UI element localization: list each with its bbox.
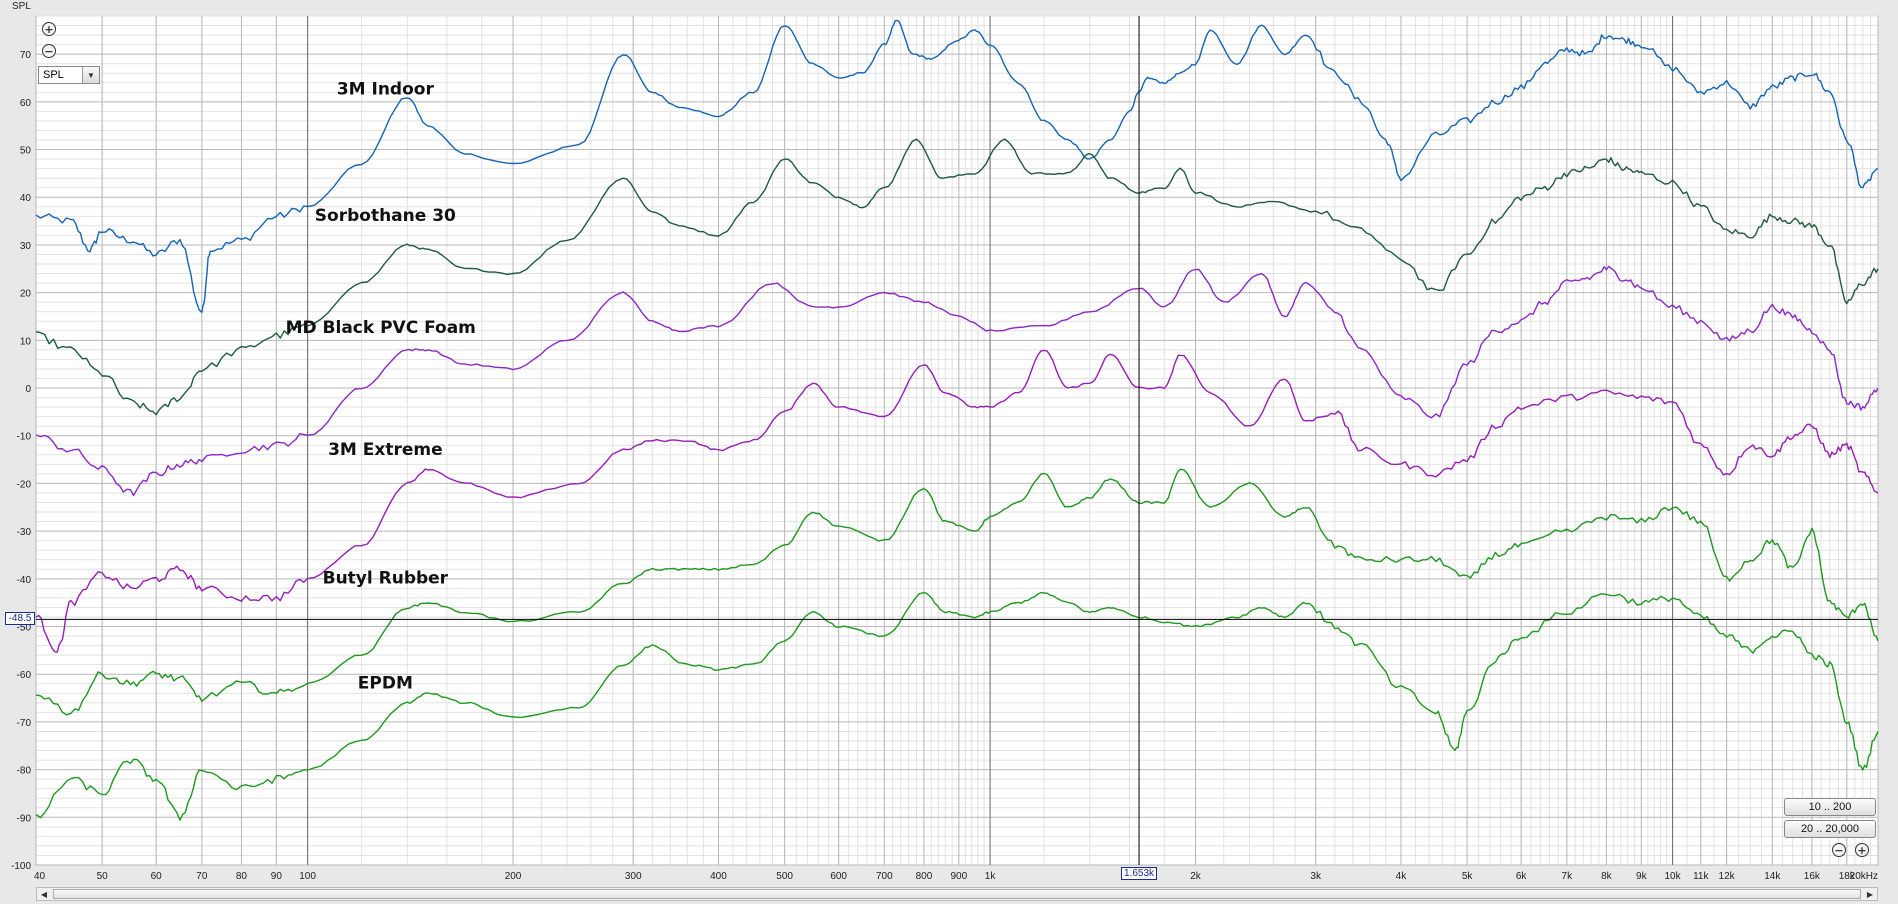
y-tick-label: 40 xyxy=(20,193,32,204)
grid-major xyxy=(35,16,1879,866)
y-axis-ticks: 70 60 50 40 30 20 10 0 -10 -20 -30 -40 -50 -60 -70 -80 -… xyxy=(11,50,31,872)
x-tick-label: 9k xyxy=(1636,871,1648,882)
y-tick-label: 70 xyxy=(20,50,32,61)
x-tick-label: 60 xyxy=(151,871,163,882)
x-tick-label: 500 xyxy=(776,871,793,882)
measure-select[interactable]: SPL ▼ xyxy=(38,66,100,84)
range-20-20000-button[interactable]: 20 .. 20,000 xyxy=(1784,820,1876,838)
x-tick-label: 6k xyxy=(1516,871,1528,882)
horizontal-zoom-in-icon[interactable]: + xyxy=(1855,843,1869,857)
horizontal-scrollbar[interactable]: ◀ ▶ xyxy=(36,887,1878,901)
x-tick-label: 400 xyxy=(710,871,727,882)
y-tick-label: -90 xyxy=(17,813,32,824)
x-tick-label: 600 xyxy=(830,871,847,882)
measure-select-value: SPL xyxy=(43,69,64,81)
y-tick-label: -10 xyxy=(17,432,32,443)
cursor-spl-readout: -48.5 xyxy=(5,612,35,626)
zoom-out-icon[interactable]: − xyxy=(42,44,56,58)
x-tick-label: 800 xyxy=(916,871,933,882)
series-line-2 xyxy=(35,265,1879,497)
x-tick-label: 80 xyxy=(236,871,248,882)
scroll-right-icon[interactable]: ▶ xyxy=(1866,889,1874,899)
x-tick-label: 2k xyxy=(1190,871,1202,882)
y-tick-label: 0 xyxy=(25,384,31,395)
series-label-4: Butyl Rubber xyxy=(323,569,449,589)
y-tick-label: -20 xyxy=(17,479,32,490)
x-tick-label: 3k xyxy=(1310,871,1322,882)
y-tick-label: -80 xyxy=(17,766,32,777)
x-tick-label: 1k xyxy=(985,871,997,882)
plot-background xyxy=(35,15,1879,866)
x-tick-label: 700 xyxy=(876,871,893,882)
x-tick-label: 100 xyxy=(299,871,316,882)
series-lines xyxy=(35,19,1879,821)
y-tick-label: 30 xyxy=(20,241,32,252)
scroll-left-icon[interactable]: ◀ xyxy=(40,889,48,899)
x-tick-label: 50 xyxy=(97,871,109,882)
y-tick-label: 60 xyxy=(20,98,32,109)
series-line-3 xyxy=(35,349,1879,653)
x-tick-label: 14k xyxy=(1764,871,1781,882)
scrollbar-thumb[interactable] xyxy=(53,889,1861,899)
x-tick-label: 16k xyxy=(1804,871,1821,882)
x-tick-label: 20kHz xyxy=(1850,871,1878,882)
y-tick-label: -70 xyxy=(17,718,32,729)
chevron-down-icon[interactable]: ▼ xyxy=(82,67,99,83)
x-axis-ticks: 40 50 60 70 80 90 100 200 300 400 500 600 700 800 900 1… xyxy=(34,871,1878,882)
x-tick-label: 40 xyxy=(34,871,46,882)
x-tick-label: 90 xyxy=(271,871,283,882)
cursor-frequency-readout: 1.653k xyxy=(1121,867,1158,880)
zoom-in-icon[interactable]: + xyxy=(42,22,56,36)
y-tick-label: -60 xyxy=(17,670,32,681)
x-tick-label: 300 xyxy=(625,871,642,882)
series-label-3: 3M Extreme xyxy=(328,440,443,460)
series-label-0: 3M Indoor xyxy=(337,80,435,100)
y-tick-label: -50 xyxy=(17,623,32,634)
series-label-1: Sorbothane 30 xyxy=(315,206,456,226)
series-label-5: EPDM xyxy=(358,674,413,694)
y-tick-label: 20 xyxy=(20,289,32,300)
series-line-4 xyxy=(35,468,1879,716)
x-tick-label: 200 xyxy=(505,871,522,882)
y-tick-label: 10 xyxy=(20,336,32,347)
x-tick-label: 10k xyxy=(1664,871,1681,882)
y-tick-label: 50 xyxy=(20,146,32,157)
y-axis-title: SPL xyxy=(12,1,31,12)
series-label-2: MD Black PVC Foam xyxy=(286,318,476,338)
x-tick-label: 900 xyxy=(950,871,967,882)
y-tick-label: -30 xyxy=(17,527,32,538)
x-tick-label: 8k xyxy=(1601,871,1613,882)
x-tick-label: 11k xyxy=(1693,871,1709,882)
x-tick-label: 5k xyxy=(1462,871,1474,882)
x-tick-label: 18k xyxy=(1839,871,1856,882)
series-line-0 xyxy=(35,19,1879,313)
x-tick-label: 4k xyxy=(1396,871,1408,882)
crosshair-cursor[interactable] xyxy=(36,16,1878,865)
series-line-5 xyxy=(35,591,1879,821)
horizontal-zoom-out-icon[interactable]: − xyxy=(1832,843,1846,857)
x-tick-label: 70 xyxy=(196,871,208,882)
y-tick-label: -100 xyxy=(11,861,31,872)
x-tick-label: 7k xyxy=(1562,871,1574,882)
series-labels: 3M Indoor Sorbothane 30 MD Black PVC Foam 3… xyxy=(286,80,476,694)
x-tick-label: 12k xyxy=(1719,871,1736,882)
range-10-200-button[interactable]: 10 .. 200 xyxy=(1784,798,1876,816)
series-line-1 xyxy=(35,138,1879,416)
y-tick-label: -40 xyxy=(17,575,32,586)
